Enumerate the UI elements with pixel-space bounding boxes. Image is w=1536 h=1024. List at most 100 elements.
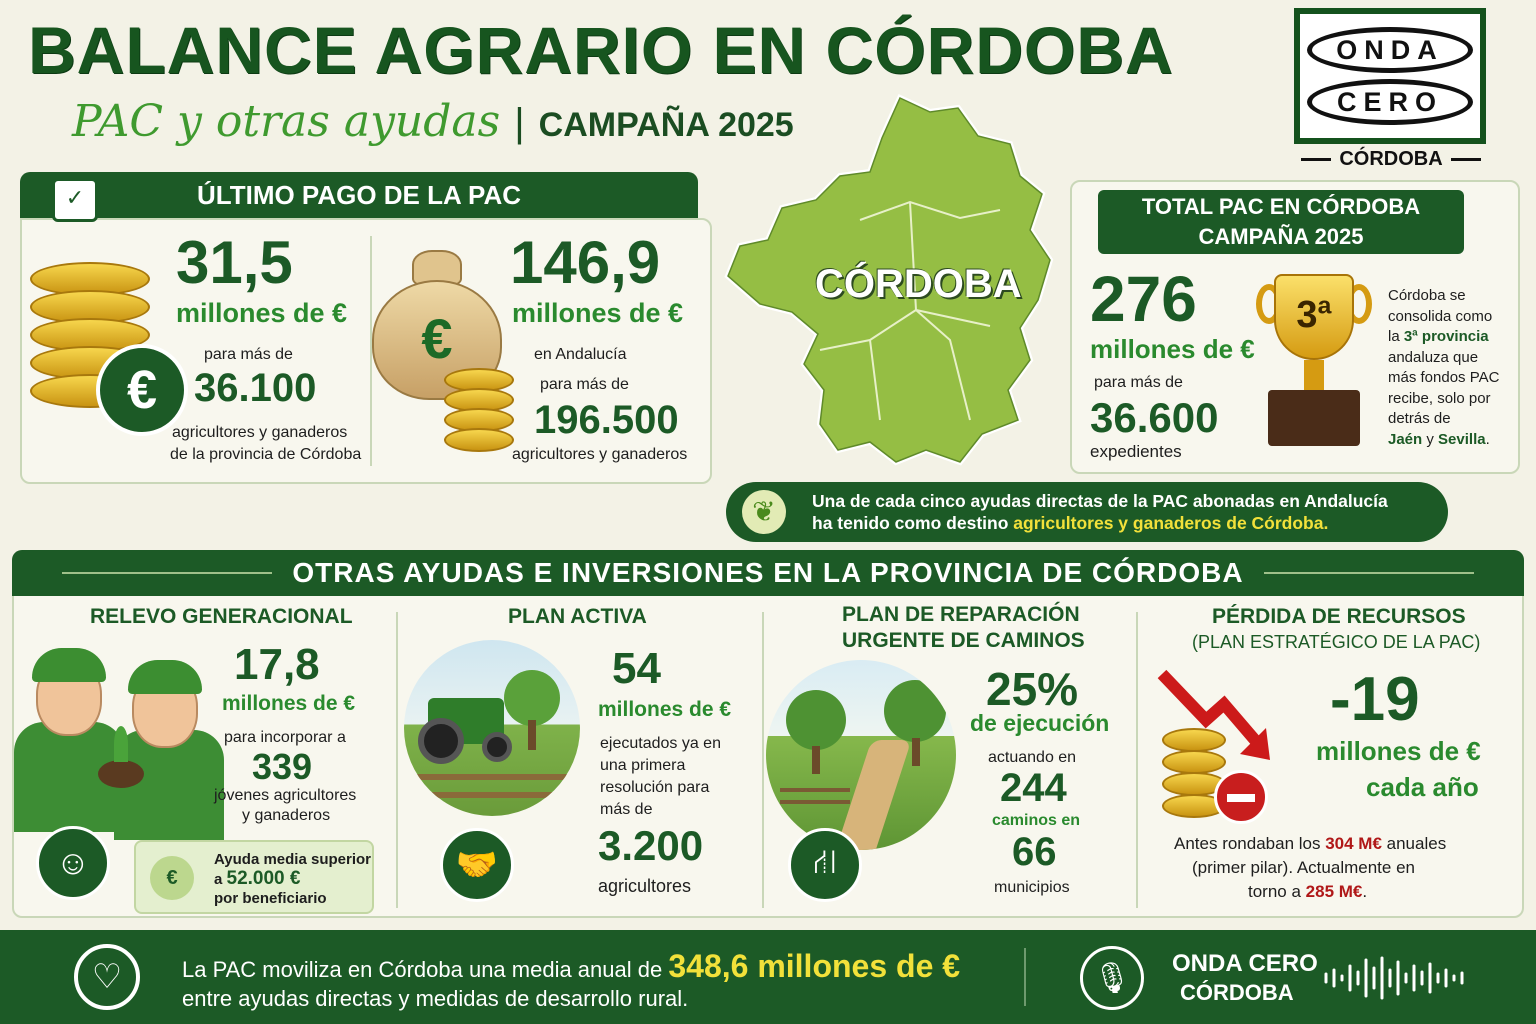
footer-brand-line2: CÓRDOBA [1180,980,1294,1005]
caminos-count: 244 [1000,766,1067,810]
perdida-title: PÉRDIDA DE RECURSOS [1212,605,1466,628]
onda-cero-logo: ONDA CERO CÓRDOBA [1276,8,1506,171]
divider [1136,612,1138,908]
pago-andalucia-post: agricultores y ganaderos [512,446,688,463]
activa-unit: millones de € [598,698,732,721]
relevo-amount: 17,8 [234,640,320,689]
perdida-period: cada año [1366,772,1479,802]
caminos-post: municipios [994,879,1070,896]
relevo-count: 339 [252,746,313,787]
pago-andalucia-amount: 146,9 [510,229,661,296]
pago-andalucia-pre: para más de [540,376,629,393]
divider [370,236,372,466]
page-title: BALANCE AGRARIO EN CÓRDOBA [28,13,1174,87]
total-pac-pre: para más de [1094,374,1183,391]
footer-line2: entre ayudas directas y medidas de desar… [182,986,689,1011]
callout-line1: Una de cada cinco ayudas directas de la … [812,491,1388,511]
minus-icon [1214,770,1268,824]
logo-line-cero: CERO [1307,79,1473,125]
relevo-unit: millones de € [222,692,356,715]
activa-post: agricultores [598,876,692,896]
caminos-count2: 66 [1012,830,1057,874]
perdida-text: . [1362,882,1368,901]
coins-icon: € [150,856,194,900]
subtitle-script: PAC y otras ayudas [72,96,501,147]
ayuda-text: a [214,871,227,888]
desc-line: la 3ª provincia [1388,327,1518,348]
relevo-post-2: y ganaderos [242,807,331,824]
desc-line: consolida como [1388,307,1493,325]
heart-icon: ♡ [74,944,140,1010]
relevo-post-1: jóvenes agricultores [214,787,357,804]
divider [396,612,398,908]
otras-ayudas-heading: OTRAS AYUDAS E INVERSIONES EN LA PROVINC… [12,550,1524,596]
desc-line: más fondos PAC [1388,369,1500,386]
caminos-title-1: PLAN DE REPARACIÓN [842,603,1080,626]
logo-line-onda: ONDA [1307,27,1473,73]
ultimo-pago-heading: ÚLTIMO PAGO DE LA PAC [20,172,698,218]
bag-euro-symbol: € [421,307,453,370]
page-subtitle: PAC y otras ayudas | CAMPAÑA 2025 [72,96,794,147]
footer-banner: ♡ La PAC moviliza en Córdoba una media a… [0,930,1536,1024]
trophy-icon: 3ª [1256,274,1372,446]
footer-divider [1024,948,1026,1006]
callout-text: ha tenido como destino [812,513,1014,533]
perdida-text: torno a [1248,882,1306,901]
handshake-icon: 🤝 [440,828,514,902]
activa-text-2: una primera [600,757,686,774]
relevo-pre: para incorporar a [224,729,346,746]
rural-road-illustration [766,660,956,850]
pago-cordoba-unit: millones de € [176,298,348,328]
pago-andalucia-count: 196.500 [534,398,679,442]
pago-andalucia-region: en Andalucía [534,346,627,363]
caminos-pre: actuando en [988,749,1077,766]
euro-icon: € [96,344,188,436]
relevo-title: RELEVO GENERACIONAL [90,605,353,628]
total-pac-post: expedientes [1090,442,1182,461]
cordoba-province-map [724,93,1054,466]
perdida-text: anuales [1381,834,1447,853]
desc-text: . [1485,430,1490,448]
footer-text: La PAC moviliza en Córdoba una media anu… [182,957,669,982]
total-pac-count: 36.600 [1090,394,1219,441]
young-farmers-illustration [14,630,234,840]
perdida-amount: -19 [1330,665,1420,734]
desc-line: Córdoba se [1388,287,1466,304]
callout-banner: ❦ Una de cada cinco ayudas directas de l… [726,482,1448,542]
callout-line2: ha tenido como destino agricultores y ga… [812,512,1388,534]
total-pac-heading-line2: CAMPAÑA 2025 [1198,224,1364,249]
pago-cordoba-post-2: de la provincia de Córdoba [170,446,362,463]
total-pac-unit: millones de € [1090,334,1255,364]
desc-line: detrás de [1388,410,1451,427]
ayuda-media-box: € Ayuda media superior a 52.000 € por be… [134,840,374,914]
footer-highlight: 348,6 millones de € [668,948,961,984]
desc-highlight: Jaén [1388,430,1423,448]
pago-cordoba-count: 36.100 [194,366,317,410]
callout-highlight: agricultores y ganaderos de Córdoba. [1013,513,1329,533]
pago-cordoba-post-1: agricultores y ganaderos [172,424,348,441]
activa-title: PLAN ACTIVA [508,605,647,628]
subtitle-campaign: CAMPAÑA 2025 [538,106,794,144]
pago-cordoba-pre: para más de [204,346,293,363]
microphone-icon: 🎙 [1080,946,1144,1010]
perdida-value: 304 M€ [1325,834,1382,853]
road-icon: ⛙ [788,828,862,902]
perdida-subtitle: (PLAN ESTRATÉGICO DE LA PAC) [1192,632,1481,652]
perdida-text: Antes rondaban los [1174,834,1326,853]
soundwave-icon [1324,956,1464,1000]
footer-line1: La PAC moviliza en Córdoba una media anu… [182,948,960,985]
caminos-title-2: URGENTE DE CAMINOS [842,629,1085,652]
tractor-field-illustration [404,640,580,816]
leaf-icon: ❦ [742,490,786,534]
ayuda-line: a 52.000 € [214,869,371,889]
desc-line: andaluza que [1388,348,1479,366]
desc-line: Jaén y Sevilla. [1388,430,1518,451]
total-pac-description: Córdoba se consolida como la 3ª provinci… [1388,286,1518,450]
desc-highlight: 3ª provincia [1403,328,1489,345]
people-icon: ☺ [36,826,110,900]
ayuda-line: por beneficiario [214,890,327,907]
logo-city: CÓRDOBA [1276,148,1506,171]
desc-text: y [1422,430,1439,448]
down-arrow-icon [1157,669,1270,760]
caminos-mid: caminos en [992,812,1081,829]
